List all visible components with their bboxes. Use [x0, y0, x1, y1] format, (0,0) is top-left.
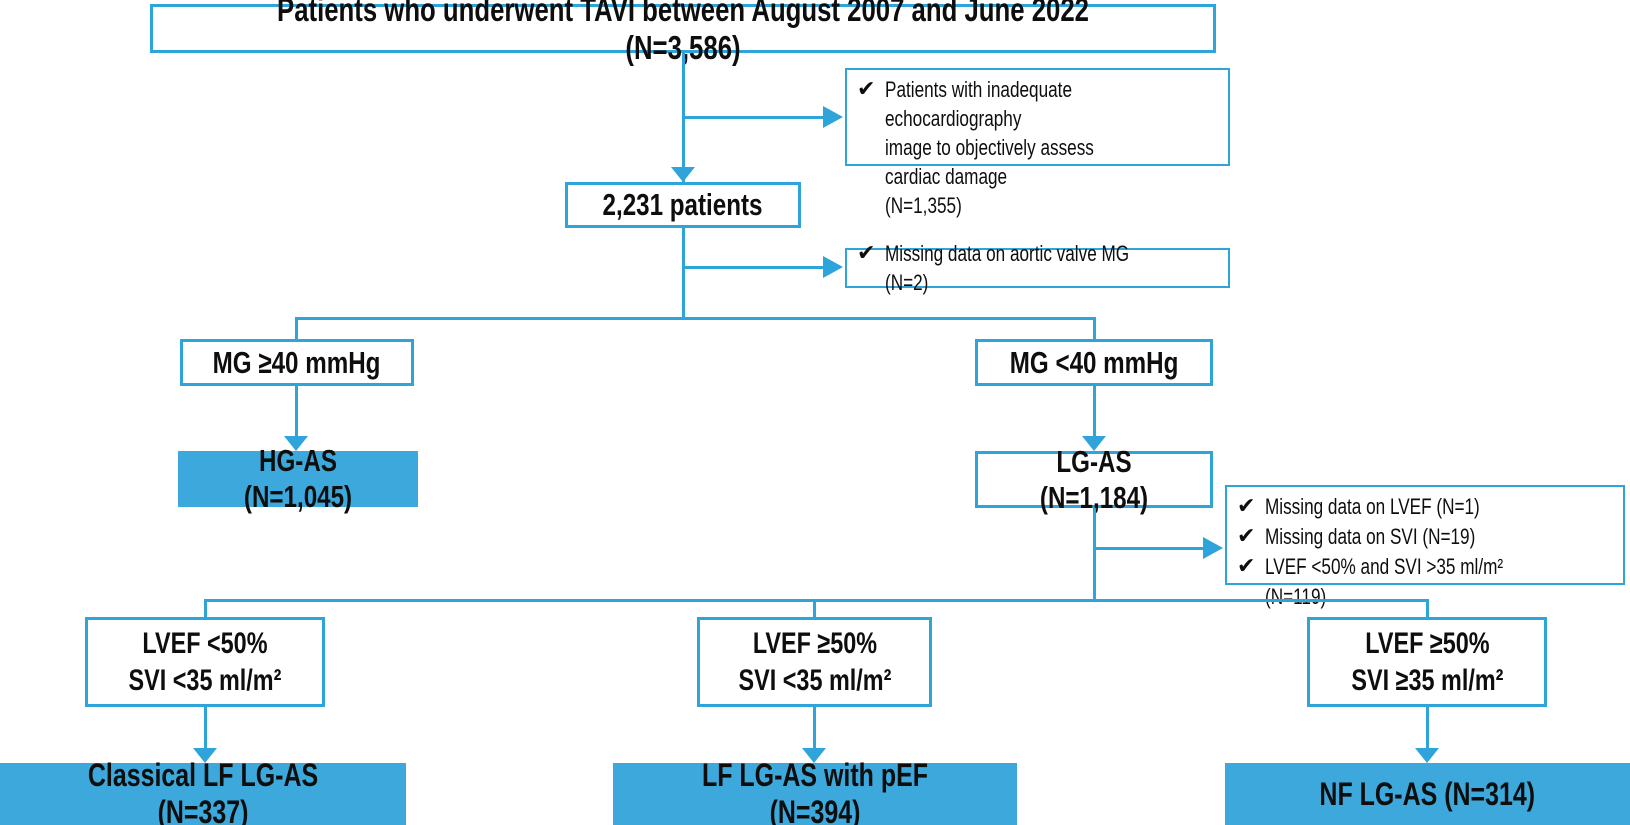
connector-to-outcome-nf — [1425, 707, 1429, 750]
split-criteria-line — [203, 599, 1429, 602]
split-criteria-right-drop — [1425, 599, 1429, 617]
criteria-classical-box: LVEF <50% SVI <35 ml/m² — [85, 617, 325, 707]
exclusion-lg-row: ✔ LVEF <50% and SVI >35 ml/m² (N=119) — [1237, 552, 1613, 612]
split-criteria-left-drop — [203, 599, 207, 617]
mg-high-label: MG ≥40 mmHg — [213, 344, 381, 380]
exclusion-echo-box: ✔ Patients with inadequate echocardiogra… — [845, 68, 1230, 218]
criteria-nf-box: LVEF ≥50% SVI ≥35 ml/m² — [1307, 617, 1547, 707]
mg-high-box: MG ≥40 mmHg — [180, 339, 414, 386]
connector-exclusion-lg — [1094, 546, 1204, 550]
exclusion-echo-text: Patients with inadequate echocardiograph… — [885, 77, 1094, 218]
connector-mg-low-to-lgas — [1092, 386, 1096, 439]
criteria-pef-box: LVEF ≥50% SVI <35 ml/m² — [697, 617, 932, 707]
hg-as-label: HG-AS (N=1,045) — [243, 443, 353, 514]
criteria-nf-label: LVEF ≥50% SVI ≥35 ml/m² — [1350, 627, 1504, 697]
check-icon: ✔ — [1237, 524, 1256, 549]
arrowhead-to-outcome-classical — [193, 748, 217, 763]
exclusion-lg-item: Missing data on SVI (N=19) — [1265, 524, 1476, 549]
split-mg-right-drop — [1092, 317, 1096, 339]
lg-as-box: LG-AS (N=1,184) — [975, 444, 1213, 515]
mg-low-label: MG <40 mmHg — [1009, 344, 1179, 380]
lg-as-label: LG-AS (N=1,184) — [1039, 443, 1149, 515]
arrowhead-exclusion-lg — [1203, 537, 1223, 559]
check-icon: ✔ — [1237, 494, 1256, 519]
exclusion-lg-box: ✔ Missing data on LVEF (N=1) ✔ Missing d… — [1225, 485, 1625, 609]
criteria-classical-label: LVEF <50% SVI <35 ml/m² — [128, 627, 282, 697]
arrowhead-to-outcome-nf — [1415, 748, 1439, 763]
arrowhead-to-lgas — [1082, 436, 1106, 451]
connector-exclusion-mg — [683, 265, 823, 269]
check-icon: ✔ — [1237, 554, 1256, 579]
split-criteria-mid-drop — [812, 599, 816, 617]
arrowhead-to-cohort — [671, 167, 695, 182]
outcome-nf-box: NF LG-AS (N=314) — [1225, 763, 1630, 825]
criteria-pef-label: LVEF ≥50% SVI <35 ml/m² — [738, 627, 891, 697]
exclusion-mg-row: ✔ Missing data on aortic valve MG (N=2) — [857, 239, 1218, 297]
cohort-label: 2,231 patients — [603, 187, 763, 222]
connector-cohort-to-split — [681, 228, 685, 320]
outcome-classical-box: Classical LF LG-AS (N=337) — [0, 757, 406, 825]
top-cohort-label: Patients who underwent TAVI between Augu… — [277, 0, 1089, 66]
hg-as-box: HG-AS (N=1,045) — [178, 443, 418, 514]
exclusion-mg-text: Missing data on aortic valve MG (N=2) — [885, 241, 1130, 295]
connector-lgas-to-split — [1092, 508, 1096, 602]
arrowhead-exclusion-mg — [823, 256, 843, 278]
arrowhead-to-hgas — [284, 436, 308, 451]
cohort-box: 2,231 patients — [565, 182, 801, 228]
exclusion-lg-item: LVEF <50% and SVI >35 ml/m² (N=119) — [1265, 554, 1504, 609]
outcome-pef-box: LF LG-AS with pEF (N=394) — [613, 757, 1017, 825]
top-cohort-box: Patients who underwent TAVI between Augu… — [150, 0, 1216, 66]
exclusion-lg-row: ✔ Missing data on LVEF (N=1) — [1237, 492, 1613, 522]
split-mg-left-drop — [294, 317, 298, 339]
connector-exclusion-echo — [683, 115, 823, 119]
connector-mg-high-to-hgas — [294, 386, 298, 439]
outcome-nf-label: NF LG-AS (N=314) — [1319, 775, 1536, 812]
outcome-classical-label: Classical LF LG-AS (N=337) — [87, 757, 319, 825]
connector-to-outcome-classical — [203, 707, 207, 750]
arrowhead-to-outcome-pef — [802, 748, 826, 763]
check-icon: ✔ — [857, 241, 876, 266]
arrowhead-exclusion-echo — [823, 106, 843, 128]
outcome-pef-label: LF LG-AS with pEF (N=394) — [701, 757, 928, 825]
exclusion-lg-row: ✔ Missing data on SVI (N=19) — [1237, 522, 1613, 552]
mg-low-box: MG <40 mmHg — [975, 339, 1213, 386]
check-icon: ✔ — [857, 77, 876, 102]
exclusion-mg-box: ✔ Missing data on aortic valve MG (N=2) — [845, 241, 1230, 295]
exclusion-echo-row: ✔ Patients with inadequate echocardiogra… — [857, 75, 1218, 220]
connector-to-outcome-pef — [812, 707, 816, 750]
split-mg-line — [294, 317, 1096, 320]
exclusion-lg-item: Missing data on LVEF (N=1) — [1265, 494, 1480, 519]
